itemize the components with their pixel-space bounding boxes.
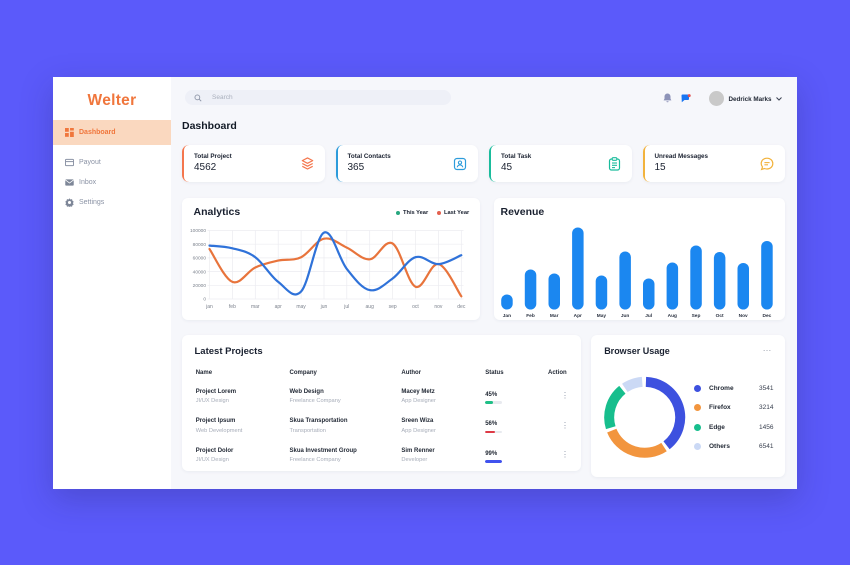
svg-text:Sep: Sep (691, 313, 700, 319)
svg-text:jul: jul (343, 304, 349, 310)
svg-text:Jul: Jul (645, 313, 652, 319)
svg-text:nov: nov (434, 304, 443, 310)
svg-text:0: 0 (203, 296, 206, 302)
svg-text:apr: apr (275, 304, 283, 310)
svg-text:Aug: Aug (667, 313, 676, 319)
svg-text:mar: mar (251, 304, 260, 310)
svg-text:aug: aug (366, 304, 375, 310)
svg-text:100000: 100000 (190, 228, 206, 234)
svg-text:80000: 80000 (193, 241, 207, 247)
svg-text:Oct: Oct (715, 313, 723, 319)
svg-text:sep: sep (389, 304, 397, 310)
svg-text:feb: feb (229, 304, 236, 310)
svg-text:Apr: Apr (573, 313, 581, 319)
svg-text:60000: 60000 (193, 255, 207, 261)
svg-text:Jun: Jun (620, 313, 629, 319)
svg-text:Jan: Jan (502, 313, 510, 319)
svg-text:oct: oct (412, 304, 419, 310)
svg-text:May: May (596, 313, 606, 319)
svg-text:dec: dec (457, 304, 466, 310)
svg-text:may: may (296, 304, 306, 310)
svg-text:Dec: Dec (762, 313, 771, 319)
svg-text:Mar: Mar (549, 313, 558, 319)
svg-text:jun: jun (320, 304, 328, 310)
svg-text:20000: 20000 (193, 283, 207, 289)
svg-text:Nov: Nov (738, 313, 747, 319)
svg-text:Feb: Feb (526, 313, 535, 319)
svg-text:40000: 40000 (193, 269, 207, 275)
svg-text:jan: jan (205, 304, 213, 310)
